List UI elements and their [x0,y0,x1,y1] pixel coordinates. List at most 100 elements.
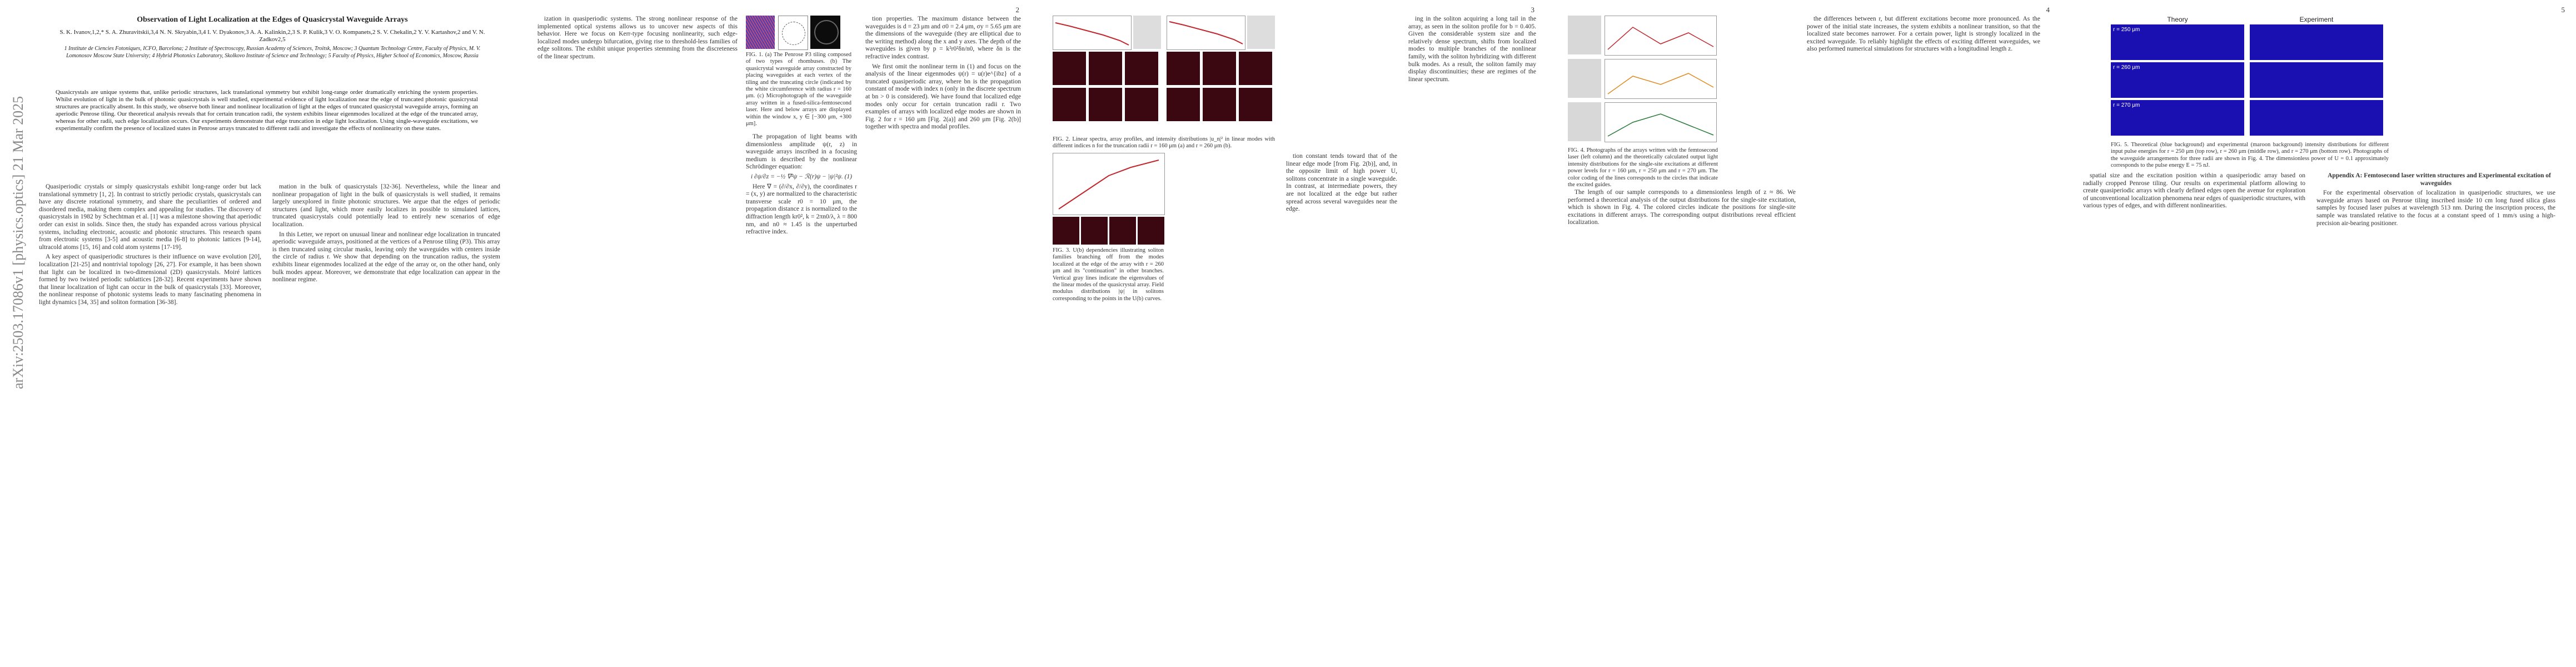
fig2a-mode-2 [1089,52,1122,85]
fig1-panel-c [810,16,840,49]
theory-panel-1 [2111,24,2244,60]
intensity-curves-2 [1607,73,1714,94]
fig3-curve-panel [1053,153,1165,215]
fig2b-mode-2 [1203,52,1236,85]
row-label-1: r = 250 μm [2113,27,2140,33]
figure-2 [1053,16,1275,132]
u-b-curve [1058,160,1159,210]
fig2b-mode-6 [1239,88,1272,121]
paragraph: Quasiperiodic crystals or simply quasicr… [39,183,261,251]
arxiv-id: arXiv:2503.17086v1 [physics.optics] 21 M… [10,96,26,389]
row-label-2: r = 260 μm [2113,64,2140,71]
fig2b-mode-4 [1167,88,1200,121]
paragraph: We first omit the nonlinear term in (1) … [865,63,1021,131]
experiment-header: Experiment [2299,16,2334,23]
paragraph: ing in the soliton acquiring a long tail… [1408,16,1536,83]
p3-right-col: ing in the soliton acquiring a long tail… [1408,16,1536,86]
paragraph: tion properties. The maximum distance be… [865,16,1021,60]
paragraph: tion constant tends toward that of the l… [1286,153,1397,213]
fig4-array-photo-2 [1568,59,1601,98]
paragraph: mation in the bulk of quasicrystals [32-… [272,183,500,228]
fig1-caption: FIG. 1. (a) The Penrose P3 tiling compos… [746,52,851,127]
fig3-soliton-1 [1053,217,1079,245]
paragraph: A key aspect of quasiperiodic structures… [39,253,261,306]
paragraph: The propagation of light beams with dime… [746,133,857,171]
fig4-array-photo-3 [1568,102,1601,141]
fig3-soliton-4 [1138,217,1164,245]
appendix-heading: Appendix A: Femtosecond laser written st… [2328,172,2551,187]
array-photo [814,20,839,44]
fig2a-mode-1 [1053,52,1086,85]
p2-left-col-lower: The propagation of light beams with dime… [746,133,857,238]
paragraph: Here ∇ = (∂/∂x, ∂/∂y), the coordinates r… [746,183,857,236]
paragraph: The length of our sample corresponds to … [1568,189,1796,226]
figure-3 [1053,153,1165,275]
figure-1 [746,16,840,50]
fig3-caption: FIG. 3. U(b) dependencies illustrating s… [1053,247,1164,302]
fig2b-mode-3 [1239,52,1272,85]
paragraph: the differences between r, but different… [1807,16,2040,53]
figure-4 [1568,16,1723,143]
truncation-circle [782,22,805,45]
p2-right-col: tion properties. The maximum distance be… [865,16,1021,133]
page-number: 2 [1015,6,1020,14]
theory-panel-3 [2111,100,2244,136]
fig4-intensity-1 [1605,16,1717,56]
spectrum-b [1169,21,1243,44]
intensity-curves-1 [1607,27,1714,50]
fig2a-mode-6 [1125,88,1158,121]
fig5-caption: FIG. 5. Theoretical (blue background) an… [2111,142,2389,169]
fig2a-array [1133,16,1161,49]
fig4-array-photo-1 [1568,16,1601,54]
p2-left-col: ization in quasiperiodic systems. The st… [537,16,738,63]
fig4-intensity-3 [1605,102,1717,142]
spectrum-a [1055,22,1129,46]
p5-left-col: spatial size and the excitation position… [2083,172,2305,212]
fig2a-mode-4 [1053,88,1086,121]
affiliations: 1 Institute de Ciencies Fotoniques, ICFO… [64,46,481,59]
page-5: 5 Theory Experiment r = 250 μm r = 260 μ… [2061,0,2576,667]
paragraph: ization in quasiperiodic systems. The st… [537,16,738,60]
fig2-caption: FIG. 2. Linear spectra, array profiles, … [1053,136,1275,150]
figure-5: Theory Experiment r = 250 μm r = 260 μm … [2111,16,2389,138]
intensity-curves-3 [1607,113,1714,137]
page-3: 3 FIG. 2. Linear spectra, array profiles… [1030,0,1546,667]
experiment-panel-3 [2250,100,2383,136]
theory-panel-2 [2111,62,2244,98]
page-number: 4 [2046,6,2050,14]
paragraph: spatial size and the excitation position… [2083,172,2305,210]
page-4: 4 FIG. 4. Photographs of the arrays writ… [1546,0,2061,667]
fig4-caption: FIG. 4. Photographs of the arrays writte… [1568,147,1718,188]
fig2a-mode-3 [1125,52,1158,85]
experiment-panel-1 [2250,24,2383,60]
fig3-soliton-3 [1109,217,1136,245]
arxiv-sidebar: arXiv:2503.17086v1 [physics.optics] 21 M… [0,0,33,667]
p4-right-col: the differences between r, but different… [1807,16,2040,56]
equation: i ∂ψ/∂z = −½ ∇²ψ − ℛ(r)ψ − |ψ|²ψ. (1) [751,173,852,180]
fig2a-mode-5 [1089,88,1122,121]
page-2: 2 FIG. 1. (a) The Penrose P3 tiling comp… [515,0,1030,667]
page-1: arXiv:2503.17086v1 [physics.optics] 21 M… [0,0,515,667]
fig2b-spectrum [1167,16,1245,50]
fig1-panel-a [746,16,775,49]
p5-right-col: Appendix A: Femtosecond laser written st… [2316,172,2555,230]
page-number: 3 [1531,6,1535,14]
fig4-intensity-2 [1605,59,1717,99]
page-number: 5 [2561,6,2565,14]
row-label-3: r = 270 μm [2113,102,2140,108]
fig2b-mode-5 [1203,88,1236,121]
p3-left-col: tion constant tends toward that of the l… [1286,153,1397,216]
fig3-soliton-2 [1081,217,1108,245]
abstract: Quasicrystals are unique systems that, u… [56,89,478,132]
p4-left-col: The length of our sample corresponds to … [1568,189,1796,229]
intro-left-col: Quasiperiodic crystals or simply quasicr… [39,183,261,309]
intro-right-col: mation in the bulk of quasicrystals [32-… [272,183,500,286]
fig2b-mode-1 [1167,52,1200,85]
theory-header: Theory [2167,16,2188,23]
paper-title: Observation of Light Localization at the… [137,16,408,24]
experiment-panel-2 [2250,62,2383,98]
paragraph: For the experimental observation of loca… [2316,190,2555,227]
fig2b-array [1247,16,1275,49]
fig1-panel-b [778,16,808,50]
paragraph: In this Letter, we report on unusual lin… [272,231,500,283]
